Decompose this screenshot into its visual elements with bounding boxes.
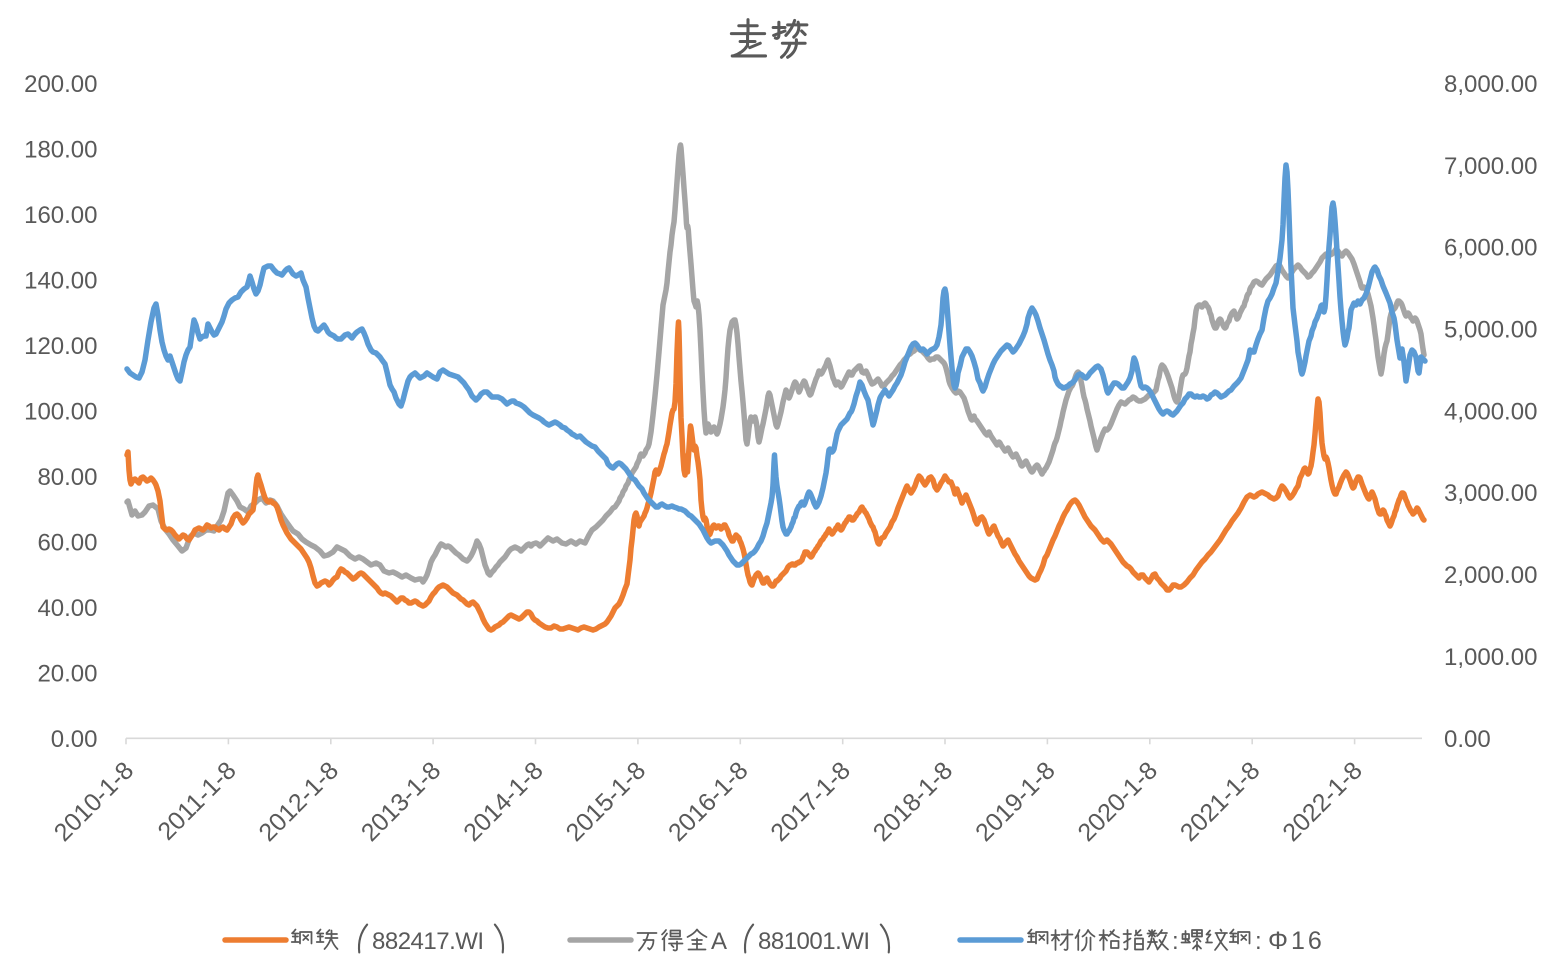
svg-text:0.00: 0.00 xyxy=(51,726,98,753)
svg-text:20.00: 20.00 xyxy=(37,660,97,687)
svg-text:6,000.00: 6,000.00 xyxy=(1444,235,1537,262)
svg-text:160.00: 160.00 xyxy=(24,202,97,229)
svg-text:5,000.00: 5,000.00 xyxy=(1444,317,1537,344)
svg-text::: : xyxy=(1172,928,1179,955)
svg-text:100.00: 100.00 xyxy=(24,398,97,425)
svg-text:0.00: 0.00 xyxy=(1444,726,1491,753)
svg-text:4,000.00: 4,000.00 xyxy=(1444,398,1537,425)
svg-text:7,000.00: 7,000.00 xyxy=(1444,153,1537,180)
svg-text:881001.WI: 881001.WI xyxy=(758,928,870,955)
svg-text:80.00: 80.00 xyxy=(37,464,97,491)
svg-text:120.00: 120.00 xyxy=(24,333,97,360)
svg-text::: : xyxy=(1255,928,1262,955)
svg-text:60.00: 60.00 xyxy=(37,529,97,556)
svg-text:2,000.00: 2,000.00 xyxy=(1444,562,1537,589)
svg-text:1,000.00: 1,000.00 xyxy=(1444,644,1537,671)
svg-text:200.00: 200.00 xyxy=(24,71,97,98)
svg-text:3,000.00: 3,000.00 xyxy=(1444,480,1537,507)
svg-text:40.00: 40.00 xyxy=(37,595,97,622)
svg-text:882417.WI: 882417.WI xyxy=(372,928,484,955)
svg-text:A: A xyxy=(711,928,727,955)
svg-text:140.00: 140.00 xyxy=(24,267,97,294)
svg-text:8,000.00: 8,000.00 xyxy=(1444,71,1537,98)
svg-text:180.00: 180.00 xyxy=(24,136,97,163)
svg-text:Φ16: Φ16 xyxy=(1268,927,1325,955)
